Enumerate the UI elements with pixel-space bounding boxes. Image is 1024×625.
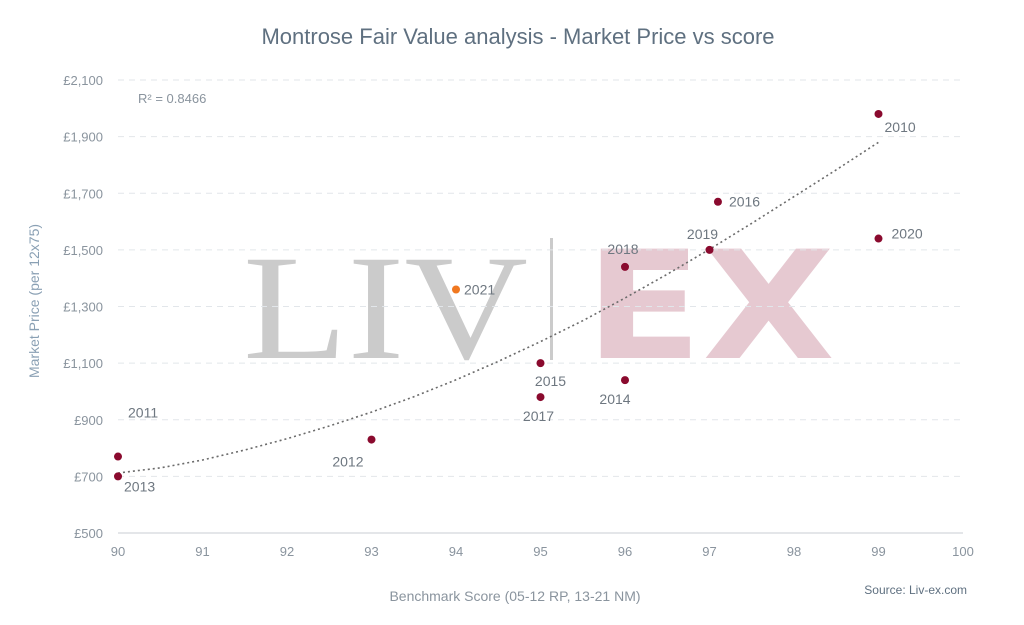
y-tick-label: £1,100 (63, 356, 103, 371)
x-tick-label: 91 (195, 544, 209, 559)
x-tick-label: 98 (787, 544, 801, 559)
point-label: 2018 (607, 241, 638, 257)
point-label: 2015 (535, 373, 566, 389)
x-tick-label: 99 (871, 544, 885, 559)
x-tick-label: 90 (111, 544, 125, 559)
x-axis-ticks: 90 91 92 93 94 95 96 97 98 99 100 (111, 544, 974, 559)
point-labels: 2011 2013 2012 2021 2015 2017 2018 2014 2019 2016… (124, 119, 923, 494)
y-tick-label: £1,900 (63, 130, 103, 145)
data-point (874, 234, 883, 243)
x-tick-label: 92 (280, 544, 294, 559)
point-label: 2014 (599, 391, 630, 407)
y-tick-label: £1,700 (63, 186, 103, 201)
y-axis-title: Market Price (per 12x75) (26, 224, 42, 378)
data-points (114, 109, 883, 481)
data-point (621, 376, 629, 385)
point-label: 2011 (128, 405, 158, 421)
point-label: 2021 (464, 282, 495, 298)
data-point (367, 435, 376, 444)
y-tick-label: £500 (74, 526, 103, 541)
y-tick-label: £2,100 (63, 73, 103, 88)
source-note: Source: Liv-ex.com (864, 583, 967, 597)
data-point (621, 262, 629, 271)
point-label: 2013 (124, 478, 155, 494)
x-tick-label: 93 (364, 544, 378, 559)
point-label: 2016 (729, 194, 760, 210)
point-label: 2010 (885, 119, 916, 135)
y-tick-label: £900 (74, 413, 103, 428)
point-label: 2017 (523, 408, 554, 424)
point-label: 2012 (332, 454, 363, 470)
trendline (117, 141, 879, 474)
x-tick-label: 100 (952, 544, 974, 559)
y-tick-label: £1,300 (63, 300, 103, 315)
data-point (536, 393, 545, 402)
x-tick-label: 97 (702, 544, 716, 559)
y-tick-label: £1,500 (63, 243, 103, 258)
chart-title: Montrose Fair Value analysis - Market Pr… (261, 24, 774, 49)
point-label: 2019 (687, 226, 718, 242)
data-point (705, 245, 714, 254)
data-point (114, 452, 122, 461)
data-point (713, 197, 722, 206)
x-tick-label: 94 (449, 544, 463, 559)
data-point (536, 359, 545, 368)
grid-lines (118, 79, 963, 477)
y-axis-ticks: £500 £700 £900 £1,100 £1,300 £1,500 £1,700 £1,9… (63, 73, 103, 541)
data-point (874, 109, 883, 118)
x-tick-label: 96 (618, 544, 632, 559)
data-point (114, 472, 122, 481)
r-squared-annotation: R² = 0.8466 (138, 91, 206, 106)
y-tick-label: £700 (74, 469, 103, 484)
point-label: 2020 (892, 226, 923, 242)
data-point (452, 285, 460, 294)
watermark-divider (550, 238, 553, 360)
x-axis-title: Benchmark Score (05-12 RP, 13-21 NM) (389, 588, 640, 604)
x-tick-label: 95 (533, 544, 547, 559)
